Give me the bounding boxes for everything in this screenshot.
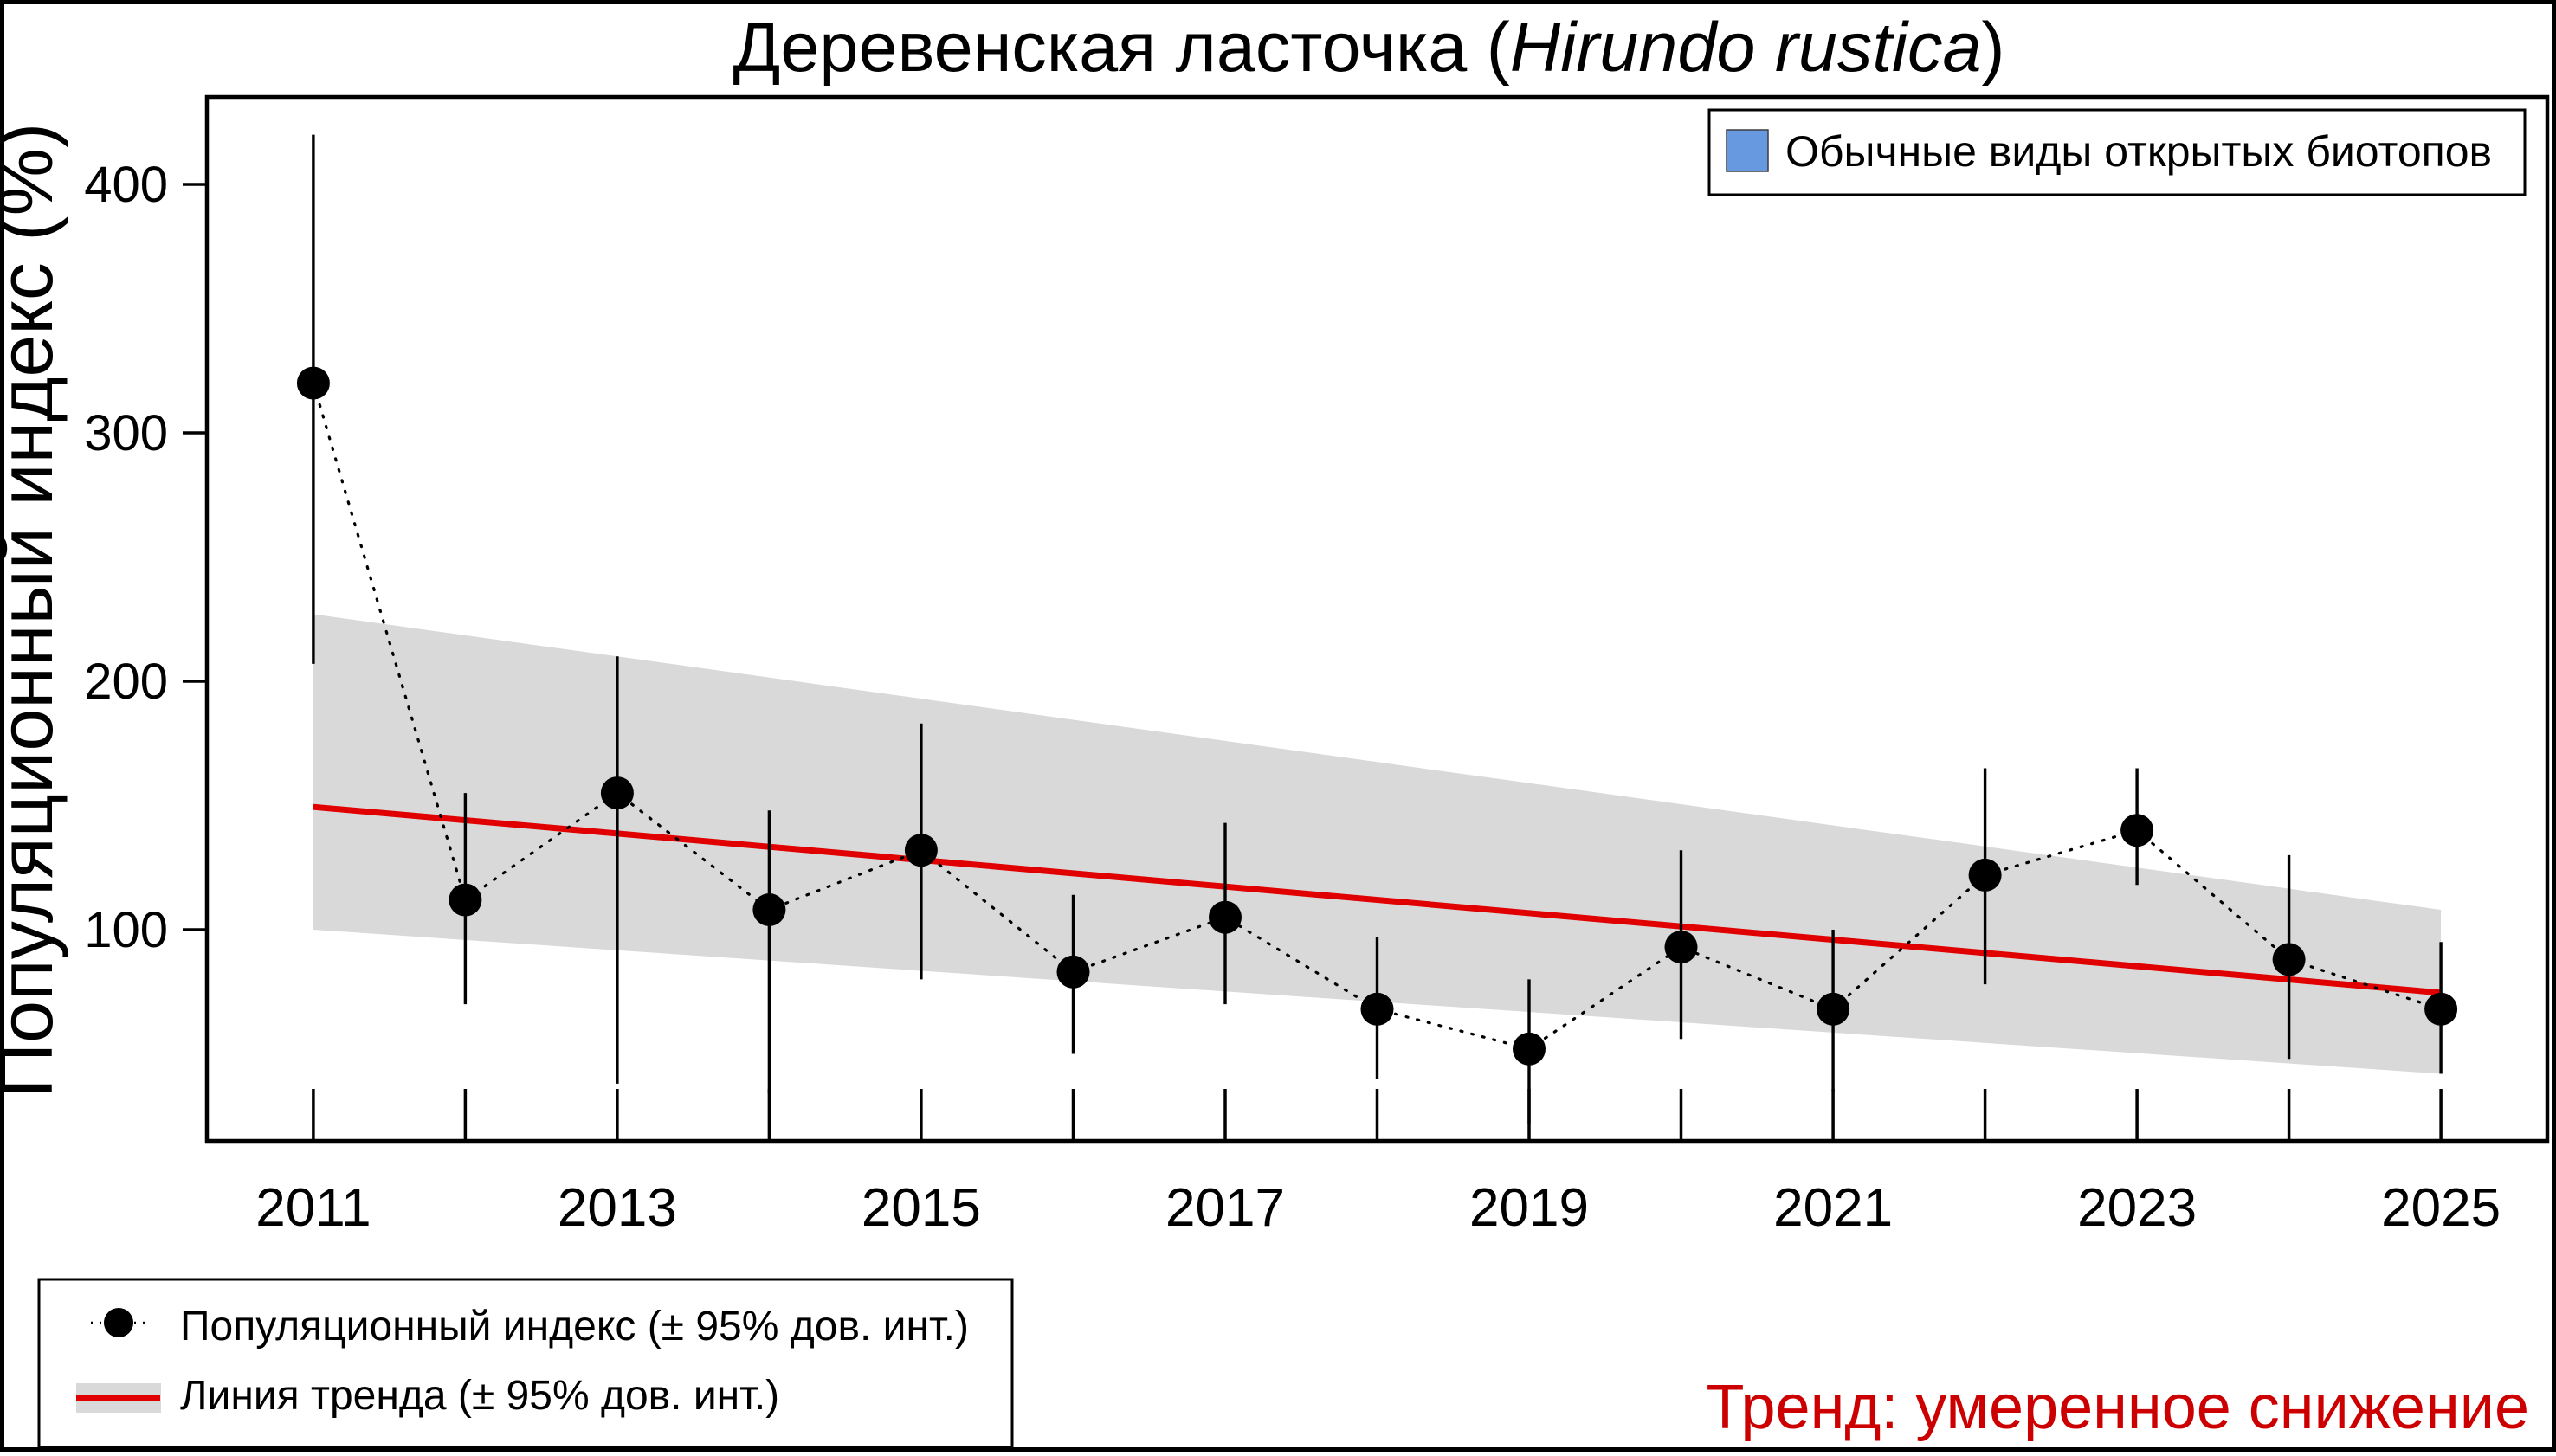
svg-text:Популяционный индекс (± 95% до: Популяционный индекс (± 95% дов. инт.) [180,1304,969,1350]
svg-text:Популяционный индекс (%): Популяционный индекс (%) [0,123,68,1098]
svg-text:2015: 2015 [862,1178,981,1238]
svg-text:Обычные виды открытых биотопов: Обычные виды открытых биотопов [1785,127,2492,176]
svg-text:200: 200 [84,654,168,710]
svg-text:Тренд: умеренное снижение: Тренд: умеренное снижение [1707,1373,2529,1442]
svg-text:300: 300 [84,405,168,461]
svg-text:2013: 2013 [558,1178,677,1238]
svg-text:100: 100 [84,902,168,958]
svg-text:400: 400 [84,157,168,213]
svg-text:2011: 2011 [255,1178,371,1238]
svg-text:Линия тренда (± 95% дов. инт.): Линия тренда (± 95% дов. инт.) [180,1373,779,1419]
svg-text:2019: 2019 [1469,1178,1589,1238]
svg-text:2021: 2021 [1773,1178,1893,1238]
svg-text:Деревенская ласточка (Hirundo: Деревенская ласточка (Hirundo rustica) [733,9,2005,87]
svg-text:2017: 2017 [1165,1178,1285,1238]
svg-text:2023: 2023 [2077,1178,2197,1238]
svg-text:2025: 2025 [2381,1178,2501,1238]
